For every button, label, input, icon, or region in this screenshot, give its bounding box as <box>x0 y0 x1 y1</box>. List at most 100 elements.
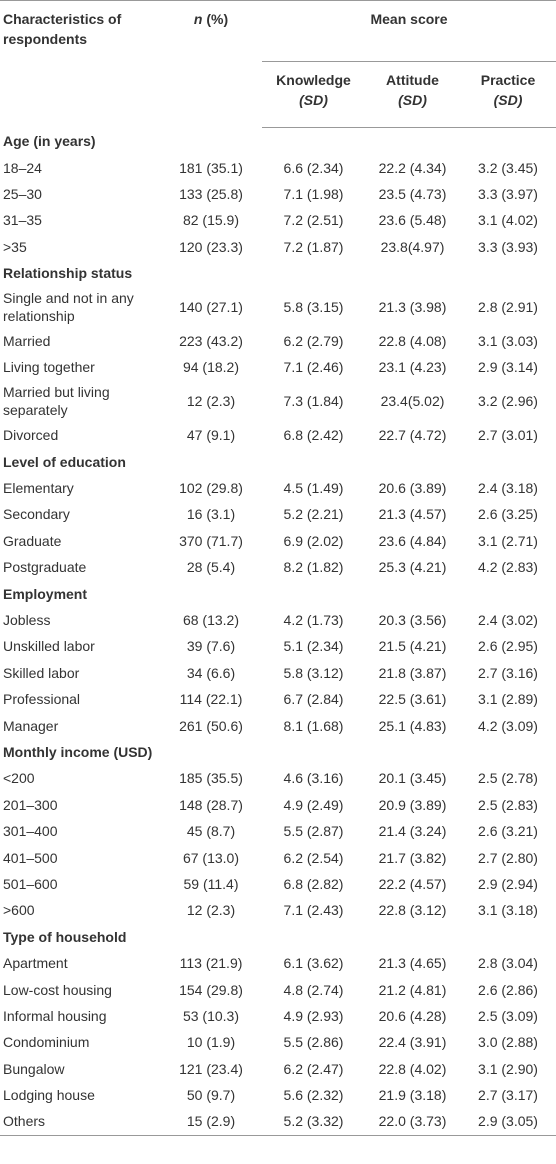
data-row: >600 12 (2.3) 7.1 (2.43) 22.8 (3.12) 3.1 (3.… <box>0 897 556 923</box>
cell: 181 (35.1) <box>179 159 243 176</box>
cell: 5.8 (3.12) <box>283 664 344 681</box>
row-label: Low-cost housing <box>3 981 112 998</box>
data-row: 18–24 181 (35.1) 6.6 (2.34) 22.2 (4.34) 3.2 … <box>0 154 556 180</box>
section-row: Level of education <box>0 449 556 475</box>
section-title: Age (in years) <box>3 133 96 150</box>
cell: 5.8 (3.15) <box>283 299 344 316</box>
cell: 6.2 (2.47) <box>283 1060 344 1077</box>
cell: 10 (1.9) <box>186 1034 236 1051</box>
cell: 20.6 (3.89) <box>378 480 447 497</box>
cell: 3.0 (2.88) <box>478 1034 538 1051</box>
row-label: Informal housing <box>3 1007 107 1024</box>
cell: 22.7 (4.72) <box>378 427 447 444</box>
data-row: Postgraduate 28 (5.4) 8.2 (1.82) 25.3 (4.21… <box>0 554 556 580</box>
row-label: 25–30 <box>3 185 42 202</box>
cell: 59 (11.4) <box>183 875 239 892</box>
data-row: Bungalow 121 (23.4) 6.2 (2.47) 22.8 (4.02) 3… <box>0 1056 556 1082</box>
cell: 4.2 (3.09) <box>478 717 538 734</box>
header-italic: (SD) <box>299 92 328 108</box>
cell: 21.9 (3.18) <box>378 1087 447 1104</box>
cell: 21.5 (4.21) <box>378 638 447 655</box>
cell: 370 (71.7) <box>179 532 243 549</box>
cell: 12 (2.3) <box>186 393 236 410</box>
cell: 2.6 (2.95) <box>478 638 538 655</box>
cell: 22.5 (3.61) <box>378 691 447 708</box>
cell: 5.1 (2.34) <box>283 638 344 655</box>
row-label: <200 <box>3 770 35 787</box>
cell: 20.3 (3.56) <box>378 612 447 629</box>
row-label: Apartment <box>3 955 68 972</box>
section-row: Age (in years) <box>0 128 556 155</box>
cell: 16 (3.1) <box>186 506 236 523</box>
header-cell: n (%) <box>160 1 262 128</box>
row-label: Lodging house <box>3 1087 95 1104</box>
row-label: 201–300 <box>3 796 58 813</box>
data-row: 25–30 133 (25.8) 7.1 (1.98) 23.5 (4.73) 3.3 … <box>0 181 556 207</box>
cell: 2.7 (3.17) <box>478 1087 538 1104</box>
cell: 20.6 (4.28) <box>378 1007 447 1024</box>
header-italic: (SD) <box>398 92 427 108</box>
cell: 3.3 (3.93) <box>478 238 538 255</box>
cell: 2.5 (2.78) <box>478 770 538 787</box>
cell: 2.7 (3.01) <box>478 427 538 444</box>
data-row: 401–500 67 (13.0) 6.2 (2.54) 21.7 (3.82) 2.7… <box>0 844 556 870</box>
cell: 6.2 (2.79) <box>283 333 344 350</box>
cell: 113 (21.9) <box>179 955 243 972</box>
cell: 94 (18.2) <box>182 359 240 376</box>
cell: 3.2 (2.96) <box>478 393 538 410</box>
cell: 4.9 (2.49) <box>283 796 344 813</box>
row-label: 18–24 <box>3 159 42 176</box>
data-row: Apartment 113 (21.9) 6.1 (3.62) 21.3 (4.65)… <box>0 950 556 976</box>
cell: 148 (28.7) <box>179 796 243 813</box>
cell: 7.1 (1.98) <box>283 185 344 202</box>
data-row: 501–600 59 (11.4) 6.8 (2.82) 22.2 (4.57) 2.9… <box>0 871 556 897</box>
header-text: Knowledge <box>276 72 351 88</box>
row-label: 301–400 <box>3 823 58 840</box>
cell: 5.6 (2.32) <box>283 1087 344 1104</box>
cell: 2.6 (3.25) <box>478 506 538 523</box>
data-row: Graduate 370 (71.7) 6.9 (2.02) 23.6 (4.84) 3… <box>0 528 556 554</box>
cell: 39 (7.6) <box>186 638 236 655</box>
cell: 2.4 (3.02) <box>478 612 538 629</box>
cell: 47 (9.1) <box>186 427 236 444</box>
cell: 3.1 (3.18) <box>478 902 538 919</box>
row-label: Professional <box>3 691 81 708</box>
row-label: Unskilled labor <box>3 638 95 655</box>
header-text: Attitude <box>386 72 439 88</box>
header-italic: n <box>193 11 203 27</box>
row-label: Postgraduate <box>3 559 87 576</box>
cell: 2.9 (3.05) <box>478 1113 538 1130</box>
row-label: Bungalow <box>3 1060 65 1077</box>
data-row: Divorced 47 (9.1) 6.8 (2.42) 22.7 (4.72) 2.7… <box>0 422 556 448</box>
cell: 2.8 (2.91) <box>478 299 538 316</box>
cell: 67 (13.0) <box>182 849 240 866</box>
header-text: Practice <box>480 72 536 88</box>
cell: 22.8 (4.08) <box>378 333 447 350</box>
data-row: Living together 94 (18.2) 7.1 (2.46) 23.1 (… <box>0 354 556 380</box>
cell: 4.2 (2.83) <box>478 559 538 576</box>
section-title: Level of education <box>3 453 126 470</box>
section-row: Type of household <box>0 924 556 950</box>
cell: 2.5 (3.09) <box>478 1007 538 1024</box>
cell: 82 (15.9) <box>182 212 240 229</box>
row-label: Skilled labor <box>3 664 80 681</box>
data-row: Secondary 16 (3.1) 5.2 (2.21) 21.3 (4.57) 2.… <box>0 501 556 527</box>
cell: 154 (29.8) <box>179 981 243 998</box>
cell: 4.9 (2.93) <box>283 1007 344 1024</box>
header-cell: Mean score <box>262 0 556 62</box>
data-row: Jobless 68 (13.2) 4.2 (1.73) 20.3 (3.56) 2.4… <box>0 607 556 633</box>
header-row: Characteristics of respondents n (%) Mea… <box>0 0 556 62</box>
cell: 2.5 (2.83) <box>478 796 538 813</box>
row-label: 401–500 <box>3 849 58 866</box>
cell: 5.2 (3.32) <box>283 1113 344 1130</box>
cell: 2.4 (3.18) <box>478 480 538 497</box>
cell: 25.3 (4.21) <box>378 559 447 576</box>
data-row: Married but living separately 12 (2.3) 7.3… <box>0 381 556 423</box>
cell: 185 (35.5) <box>179 770 243 787</box>
cell: 21.4 (3.24) <box>378 823 447 840</box>
data-row: 201–300 148 (28.7) 4.9 (2.49) 20.9 (3.89) 2.… <box>0 792 556 818</box>
cell: 261 (50.6) <box>179 717 243 734</box>
data-row: Elementary 102 (29.8) 4.5 (1.49) 20.6 (3.89… <box>0 475 556 501</box>
cell: 23.6 (5.48) <box>378 212 447 229</box>
cell: 6.6 (2.34) <box>283 159 344 176</box>
